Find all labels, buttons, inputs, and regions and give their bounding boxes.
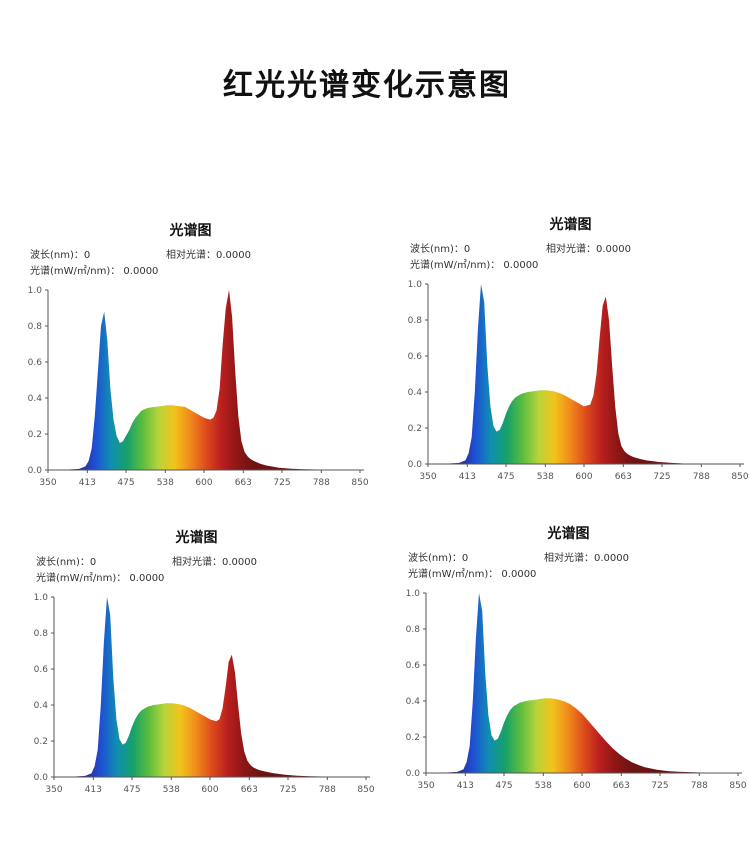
- spectral-power-readout: 光谱(mW/㎡/nm)： 0.0000: [408, 569, 537, 580]
- chart-title: 光谱图: [549, 217, 592, 233]
- y-tick-label: 0.0: [34, 773, 49, 783]
- page-title: 红光光谱变化示意图: [223, 68, 511, 103]
- relative-spectrum-readout: 相对光谱：0.0000: [546, 244, 631, 255]
- x-tick-label: 663: [235, 478, 252, 488]
- y-tick-label: 0.8: [408, 316, 423, 326]
- x-tick-label: 850: [357, 785, 374, 795]
- x-tick-label: 475: [497, 472, 514, 482]
- spectrum-plot[interactable]: 0.0 0.2 0.4 0.6 0.8 1.0 350 413 475 538 600 663 725 7…: [396, 523, 747, 798]
- y-tick-label: 1.0: [408, 280, 423, 290]
- spectral-power-readout: 光谱(mW/㎡/nm)： 0.0000: [36, 573, 165, 584]
- relative-spectrum-readout: 相对光谱：0.0000: [172, 557, 257, 568]
- spectral-power-readout: 光谱(mW/㎡/nm)： 0.0000: [410, 260, 539, 271]
- spectrum-chart-4: 光谱图波长(nm)：0 相对光谱：0.0000 光谱(mW/㎡/nm)： 0.000…: [396, 523, 747, 798]
- x-tick-label: 413: [459, 472, 476, 482]
- y-tick-label: 0.2: [28, 430, 42, 440]
- x-tick-label: 538: [163, 785, 180, 795]
- y-tick-label: 0.8: [406, 625, 421, 635]
- x-tick-label: 600: [201, 785, 218, 795]
- x-tick-label: 788: [313, 478, 330, 488]
- x-tick-label: 475: [123, 785, 140, 795]
- x-tick-label: 850: [351, 478, 368, 488]
- spectrum-area: [54, 597, 366, 777]
- wavelength-readout: 波长(nm)：0: [410, 244, 471, 255]
- y-tick-label: 0.6: [34, 665, 49, 675]
- y-tick-label: 0.0: [28, 466, 43, 476]
- x-tick-label: 663: [613, 781, 630, 791]
- x-tick-label: 850: [729, 781, 746, 791]
- y-tick-label: 0.8: [34, 629, 49, 639]
- y-tick-label: 0.4: [408, 388, 423, 398]
- y-tick-label: 0.8: [28, 322, 43, 332]
- y-tick-label: 1.0: [34, 593, 49, 603]
- spectrum-plot[interactable]: 0.0 0.2 0.4 0.6 0.8 1.0 350 413 475 538 600 663 725 7…: [24, 527, 375, 802]
- spectral-power-readout: 光谱(mW/㎡/nm)： 0.0000: [30, 266, 159, 277]
- x-tick-label: 788: [693, 472, 710, 482]
- y-tick-label: 0.4: [406, 697, 421, 707]
- y-tick-label: 0.6: [406, 661, 421, 671]
- x-tick-label: 350: [419, 472, 436, 482]
- x-tick-label: 600: [195, 478, 212, 488]
- chart-title: 光谱图: [175, 530, 218, 546]
- x-tick-label: 475: [117, 478, 134, 488]
- x-tick-label: 413: [85, 785, 102, 795]
- chart-title: 光谱图: [547, 526, 590, 542]
- y-tick-label: 0.6: [408, 352, 423, 362]
- y-tick-label: 0.6: [28, 358, 43, 368]
- x-tick-label: 350: [39, 478, 56, 488]
- wavelength-readout: 波长(nm)：0: [30, 250, 91, 261]
- x-tick-label: 538: [537, 472, 554, 482]
- y-tick-label: 0.0: [408, 460, 423, 470]
- x-tick-label: 413: [457, 781, 474, 791]
- x-tick-label: 725: [651, 781, 668, 791]
- y-tick-label: 1.0: [406, 589, 421, 599]
- y-tick-label: 0.4: [34, 701, 49, 711]
- relative-spectrum-readout: 相对光谱：0.0000: [544, 553, 629, 564]
- x-tick-label: 600: [573, 781, 590, 791]
- y-tick-label: 0.2: [406, 733, 420, 743]
- relative-spectrum-readout: 相对光谱：0.0000: [166, 250, 251, 261]
- y-tick-label: 0.4: [28, 394, 43, 404]
- x-tick-label: 725: [273, 478, 290, 488]
- y-tick-label: 1.0: [28, 286, 43, 296]
- y-tick-label: 0.0: [406, 769, 421, 779]
- spectrum-area: [426, 593, 738, 773]
- x-tick-label: 725: [653, 472, 670, 482]
- x-tick-label: 600: [575, 472, 592, 482]
- y-tick-label: 0.2: [34, 737, 48, 747]
- x-tick-label: 475: [495, 781, 512, 791]
- x-tick-label: 788: [319, 785, 336, 795]
- spectrum-chart-1: 光谱图波长(nm)：0 相对光谱：0.0000 光谱(mW/㎡/nm)： 0.000…: [18, 220, 369, 495]
- x-tick-label: 850: [731, 472, 748, 482]
- wavelength-readout: 波长(nm)：0: [36, 557, 97, 568]
- x-tick-label: 413: [79, 478, 96, 488]
- x-tick-label: 538: [535, 781, 552, 791]
- x-tick-label: 538: [157, 478, 174, 488]
- wavelength-readout: 波长(nm)：0: [408, 553, 469, 564]
- y-tick-label: 0.2: [408, 424, 422, 434]
- x-tick-label: 350: [45, 785, 62, 795]
- x-tick-label: 663: [615, 472, 632, 482]
- spectrum-chart-3: 光谱图波长(nm)：0 相对光谱：0.0000 光谱(mW/㎡/nm)： 0.000…: [24, 527, 375, 802]
- x-tick-label: 350: [417, 781, 434, 791]
- x-tick-label: 788: [691, 781, 708, 791]
- chart-title: 光谱图: [169, 223, 212, 239]
- spectrum-plot[interactable]: 0.0 0.2 0.4 0.6 0.8 1.0 350 413 475 538 600 663 725 7…: [18, 220, 369, 495]
- spectrum-area: [48, 290, 360, 470]
- spectrum-chart-2: 光谱图波长(nm)：0 相对光谱：0.0000 光谱(mW/㎡/nm)： 0.000…: [398, 214, 749, 489]
- spectrum-area: [428, 284, 740, 464]
- x-tick-label: 725: [279, 785, 296, 795]
- x-tick-label: 663: [241, 785, 258, 795]
- spectrum-plot[interactable]: 0.0 0.2 0.4 0.6 0.8 1.0 350 413 475 538 600 663 725 7…: [398, 214, 749, 489]
